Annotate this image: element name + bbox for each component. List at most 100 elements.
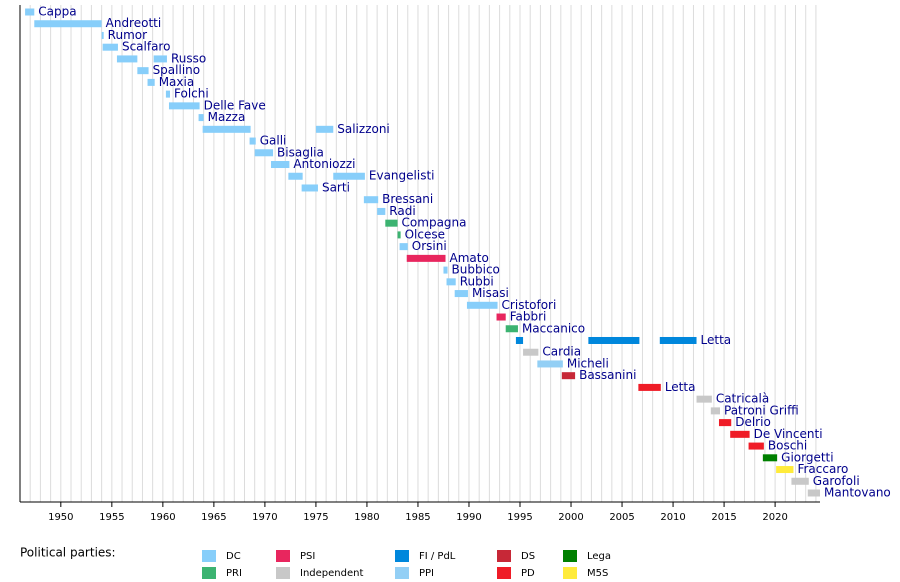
row-label: Mazza <box>208 110 246 124</box>
x-tick-label: 2000 <box>558 512 583 523</box>
term-bar <box>101 31 104 39</box>
term-bar <box>271 161 290 169</box>
term-bar <box>762 454 778 462</box>
legend-swatch <box>563 550 577 562</box>
x-tick-label: 2020 <box>762 512 787 523</box>
row-label: Delrio <box>735 415 771 429</box>
term-bar <box>446 278 456 286</box>
term-bar <box>730 430 750 438</box>
term-bar <box>168 102 200 110</box>
term-bar <box>561 372 576 380</box>
row-label: Misasi <box>472 286 509 300</box>
row-label: Cappa <box>38 5 76 19</box>
legend-label: Lega <box>587 551 611 562</box>
row-label: Scalfaro <box>122 40 171 54</box>
term-bar <box>523 348 539 356</box>
term-bar <box>198 114 204 122</box>
x-tick-label: 1955 <box>99 512 124 523</box>
x-tick-label: 1960 <box>150 512 175 523</box>
legend-label: PRI <box>226 568 242 579</box>
legend-label: Independent <box>300 568 363 579</box>
term-bar <box>807 489 820 497</box>
row-label: Garofoli <box>813 474 860 488</box>
row-label: Orsini <box>412 239 447 253</box>
legend-swatch <box>276 567 290 579</box>
term-bar <box>116 55 138 63</box>
term-bar <box>748 442 764 450</box>
legend-swatch <box>563 567 577 579</box>
term-bar <box>377 207 386 215</box>
term-bar <box>454 290 468 298</box>
legend-swatch <box>395 550 409 562</box>
term-bar <box>249 137 256 145</box>
legend-label: FI / PdL <box>419 551 456 562</box>
row-label: Delle Fave <box>204 98 266 112</box>
term-bar <box>301 184 318 192</box>
legend-title: Political parties: <box>20 546 116 560</box>
legend-swatch <box>497 550 511 562</box>
row-label: Spallino <box>153 63 201 77</box>
term-bar <box>397 231 401 239</box>
legend-swatch <box>497 567 511 579</box>
legend-label: DC <box>226 551 241 562</box>
x-tick-label: 1980 <box>354 512 379 523</box>
row-label: Letta <box>701 333 732 347</box>
row-label: Andreotti <box>106 16 162 30</box>
term-bar <box>315 125 334 133</box>
legend-swatch <box>276 550 290 562</box>
row-label: Fraccaro <box>797 462 848 476</box>
term-bar <box>638 383 661 391</box>
term-bar <box>515 336 524 344</box>
row-label: Radi <box>389 204 415 218</box>
row-label: Rubbi <box>460 274 494 288</box>
term-bar <box>333 172 365 180</box>
term-bar <box>399 243 408 251</box>
row-label: De Vincenti <box>754 427 823 441</box>
row-label: Sarti <box>322 180 350 194</box>
legend-swatch <box>395 567 409 579</box>
term-bar <box>385 219 398 227</box>
row-label: Letta <box>665 380 696 394</box>
row-label: Compagna <box>402 216 467 230</box>
term-bar <box>25 8 35 16</box>
term-bar <box>588 336 640 344</box>
row-label: Russo <box>171 51 206 65</box>
row-label: Galli <box>260 134 287 148</box>
term-bar <box>710 407 720 415</box>
legend-swatch <box>202 567 216 579</box>
term-bar <box>505 325 518 333</box>
row-label: Amato <box>450 251 489 265</box>
term-bar <box>202 125 251 133</box>
row-label: Boschi <box>768 439 807 453</box>
term-bar <box>776 466 794 474</box>
x-tick-label: 1985 <box>405 512 430 523</box>
row-label: Fabbri <box>510 310 547 324</box>
legend-swatch <box>202 550 216 562</box>
term-bar <box>659 336 697 344</box>
row-label: Giorgetti <box>781 450 833 464</box>
term-bar <box>791 477 809 485</box>
x-tick-label: 2010 <box>660 512 685 523</box>
legend-label: DS <box>521 551 535 562</box>
row-label: Folchi <box>174 87 209 101</box>
x-tick-label: 1965 <box>201 512 226 523</box>
legend-label: M5S <box>587 568 608 579</box>
row-label: Catricalà <box>716 392 769 406</box>
term-bar <box>696 395 712 403</box>
term-bar <box>165 90 170 98</box>
legend-label: PD <box>521 568 535 579</box>
x-tick-label: 2015 <box>711 512 736 523</box>
row-label: Maxia <box>159 75 195 89</box>
row-label: Patroni Griffi <box>724 403 799 417</box>
x-tick-label: 1950 <box>48 512 73 523</box>
term-bar <box>466 301 498 309</box>
term-bar <box>288 172 303 180</box>
row-label: Maccanico <box>522 321 585 335</box>
term-bar <box>254 149 274 157</box>
term-bar <box>443 266 448 274</box>
x-tick-label: 1995 <box>507 512 532 523</box>
row-label: Bressani <box>382 192 433 206</box>
term-bar <box>153 55 167 63</box>
x-tick-label: 1970 <box>252 512 277 523</box>
